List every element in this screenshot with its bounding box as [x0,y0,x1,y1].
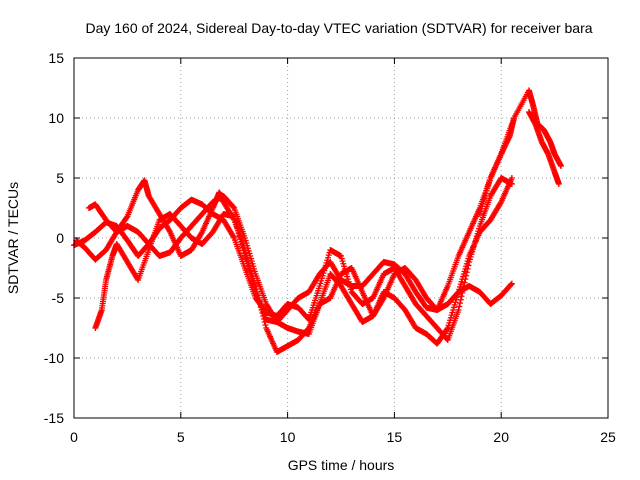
data-point [558,163,565,169]
data-point [458,293,465,300]
x-tick-label: 15 [387,429,403,445]
x-tick-label: 5 [177,429,185,445]
data-point [198,230,205,237]
data-point [232,219,239,226]
x-tick-label: 0 [70,429,78,445]
data-point [231,216,238,223]
data-point [497,200,504,207]
data-point [166,227,173,234]
data-point [236,233,243,240]
data-point [444,326,451,333]
y-tick-label: 5 [56,170,64,186]
y-tick-label: 15 [48,50,64,66]
data-point [239,244,246,251]
data-point [238,241,245,248]
y-tick-label: -5 [52,290,65,306]
chart-title: Day 160 of 2024, Sidereal Day-to-day VTE… [85,20,592,36]
data-point [233,221,240,228]
data-point [455,307,462,313]
data-point [238,238,245,245]
data-point [237,236,244,243]
series-track-d [92,121,515,331]
y-axis: -15 -10 -5 0 5 10 15 [44,50,608,426]
data-point [508,281,515,288]
x-axis: 0 5 10 15 20 25 [70,58,616,445]
data-point [461,279,468,286]
y-tick-label: -10 [44,350,64,366]
grid [74,58,608,418]
x-tick-label: 10 [280,429,296,445]
x-tick-label: 25 [600,429,616,445]
y-tick-label: 10 [48,110,64,126]
data-point [241,250,248,257]
series-track-b [73,175,515,347]
data-point [262,322,269,328]
data-point [508,280,515,287]
data-points [71,87,565,355]
data-point [555,181,562,187]
y-tick-label: 0 [56,230,64,246]
x-tick-label: 20 [493,429,509,445]
data-point [231,213,238,220]
y-tick-label: -15 [44,410,64,426]
data-point [457,300,464,307]
data-point [508,175,515,181]
data-point [234,224,241,231]
data-point [235,227,242,234]
data-point [456,303,463,310]
y-axis-label: SDTVAR / TECUs [5,182,21,294]
data-point [240,247,247,254]
data-point [230,233,237,240]
data-point [235,230,242,237]
data-point [379,296,386,303]
x-axis-label: GPS time / hours [288,457,395,473]
series-track-f [525,109,562,187]
